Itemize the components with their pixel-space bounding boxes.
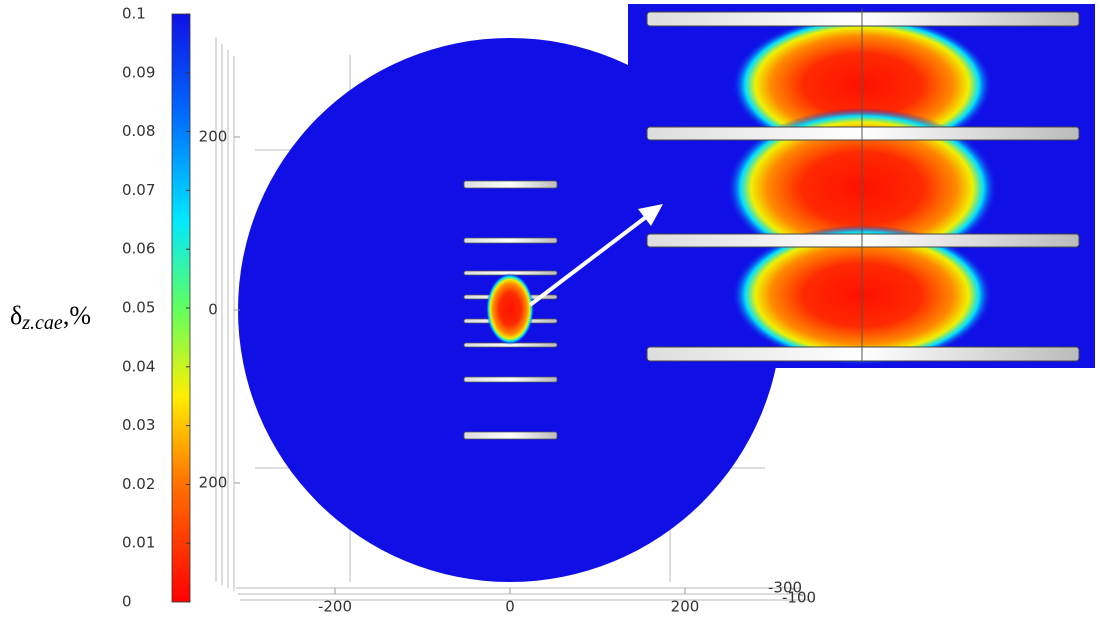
colorbar-tick-label: 0.09 xyxy=(122,63,155,81)
colorbar-tick-label: 0.06 xyxy=(122,240,155,258)
y-tick-label: 200 xyxy=(199,128,228,146)
colorbar-tick-label: 0 xyxy=(122,593,132,611)
z-tick xyxy=(797,593,804,597)
colorbar-tick-label: 0.1 xyxy=(122,5,146,23)
colorbar-tick-label: 0.01 xyxy=(122,534,155,552)
colorbar-tick-label: 0.07 xyxy=(122,181,155,199)
colorbar-tick-label: 0.04 xyxy=(122,357,155,375)
x-tick-label: 0 xyxy=(505,598,515,616)
inset xyxy=(628,4,1095,368)
arrow xyxy=(528,204,663,307)
colorbar-tick-label: 0.08 xyxy=(122,122,155,140)
y-tick-label: 0 xyxy=(208,301,218,319)
z-tick xyxy=(789,587,796,591)
colorbar-tick-label: 0.03 xyxy=(122,416,155,434)
colorbar-tick-label: 0.05 xyxy=(122,299,155,317)
z-tick-label: -100 xyxy=(782,589,816,607)
y-tick-label: 200 xyxy=(199,474,228,492)
colorbar-label: δz.cae,% xyxy=(10,301,91,334)
colorbar-tick-label: 0.02 xyxy=(122,475,155,493)
x-tick-label: 200 xyxy=(671,598,700,616)
z-tick-label: -300 xyxy=(768,579,802,597)
x-tick-label: -200 xyxy=(318,598,352,616)
field-hotspot xyxy=(486,273,534,345)
